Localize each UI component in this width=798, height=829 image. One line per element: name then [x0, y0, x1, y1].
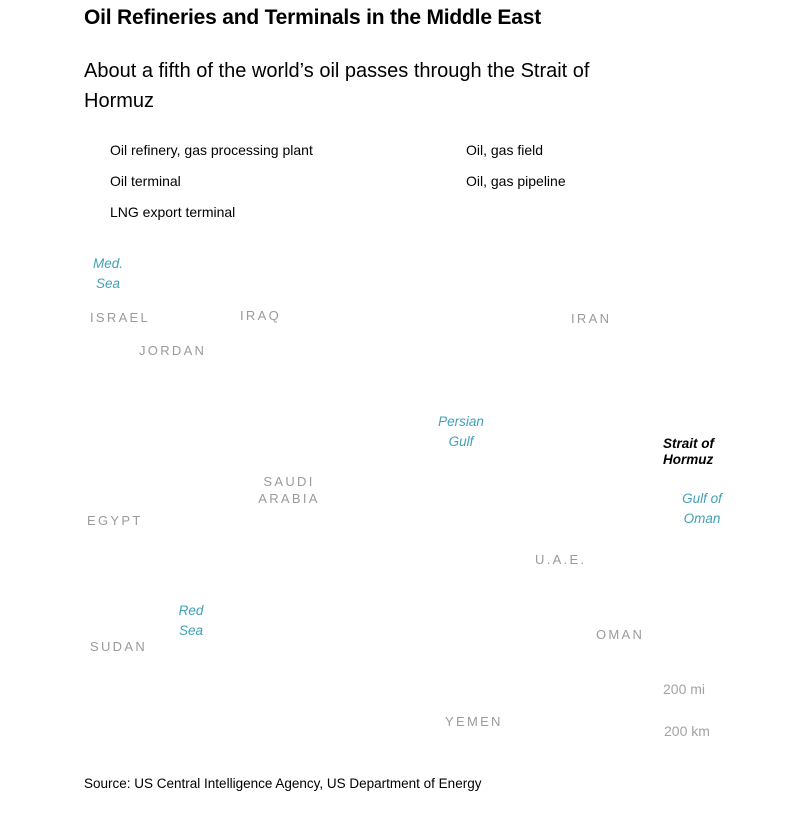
- scale-kilometers-label: 200 km: [664, 723, 710, 739]
- country-label-israel: ISRAEL: [90, 310, 151, 325]
- chart-subtitle: About a fifth of the world’s oil passes …: [84, 60, 590, 112]
- country-label-saudi-arabia: SAUDI ARABIA: [258, 474, 320, 506]
- country-label-uae: U.A.E.: [535, 552, 587, 567]
- country-label-oman: OMAN: [596, 627, 645, 642]
- legend-item-lng-export-terminal: LNG export terminal: [110, 204, 236, 220]
- water-label-persian-gulf: Persian Gulf: [438, 414, 484, 449]
- country-label-jordan: JORDAN: [139, 343, 207, 358]
- scale-miles-label: 200 mi: [663, 681, 706, 697]
- country-label-iraq: IRAQ: [240, 308, 281, 323]
- country-label-yemen: YEMEN: [445, 714, 503, 729]
- legend-item-oil-refinery: Oil refinery, gas processing plant: [110, 142, 313, 158]
- country-label-egypt: EGYPT: [87, 513, 143, 528]
- legend-item-oil-gas-pipeline: Oil, gas pipeline: [466, 173, 566, 189]
- country-label-iran: IRAN: [571, 311, 612, 326]
- legend-item-oil-terminal: Oil terminal: [110, 173, 181, 189]
- water-label-gulf-of-oman: Gulf of Oman: [682, 491, 722, 526]
- country-label-sudan: SUDAN: [90, 639, 148, 654]
- water-label-red-sea: Red Sea: [178, 603, 204, 638]
- strait-of-hormuz-label: Strait of Hormuz: [663, 436, 715, 467]
- source-note: Source: US Central Intelligence Agency, …: [84, 776, 482, 791]
- water-label-med-sea: Med. Sea: [92, 256, 123, 291]
- legend-item-oil-gas-field: Oil, gas field: [466, 142, 544, 158]
- chart-title: Oil Refineries and Terminals in the Midd…: [84, 6, 541, 29]
